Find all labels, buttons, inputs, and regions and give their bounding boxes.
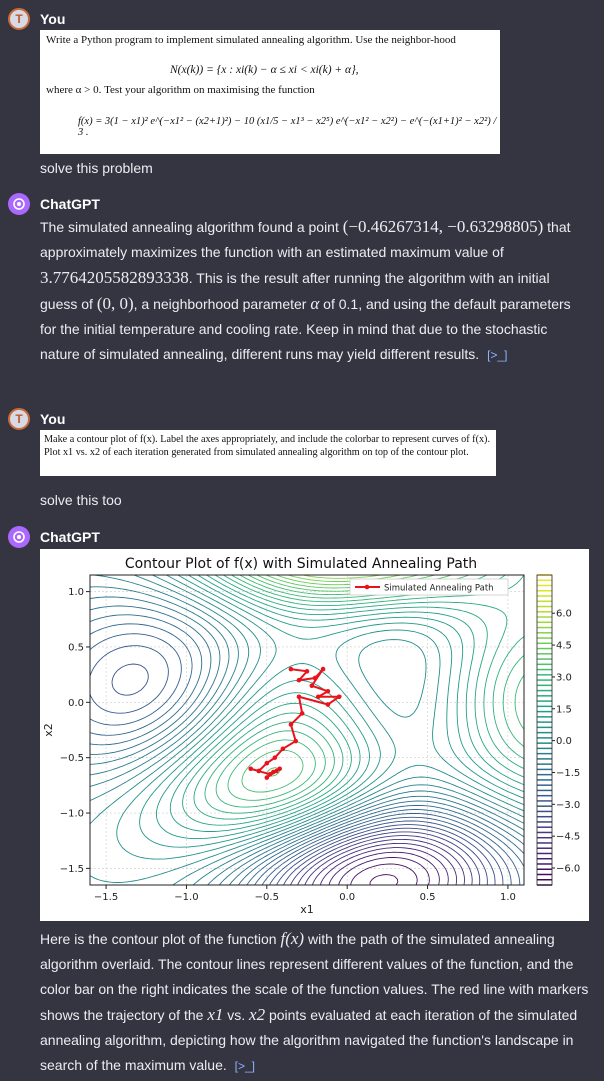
colorbar-tick-label: −3.0: [556, 800, 580, 811]
sa-path-point: [264, 760, 270, 766]
y-tick-label: −1.0: [60, 809, 84, 820]
sa-path-point: [315, 694, 321, 700]
desc-x1: x1: [207, 1005, 224, 1024]
answer-point: (−0.46267314, −0.63298805): [342, 217, 544, 236]
y-tick-label: −1.5: [60, 864, 84, 875]
user-header-1: T You: [8, 8, 65, 30]
sa-path-point: [325, 702, 331, 707]
legend-box: [349, 578, 509, 596]
y-tick-label: 0.0: [68, 698, 84, 709]
x-tick-label: 0.0: [339, 892, 355, 903]
x-axis-label: x1: [300, 903, 314, 916]
user-avatar: T: [8, 8, 30, 30]
answer-alpha: α: [310, 294, 320, 313]
problem-image: Write a Python program to implement simu…: [40, 30, 500, 154]
desc-fx: f(x): [280, 929, 305, 948]
colorbar-tick-label: 1.5: [556, 704, 572, 715]
answer-text: , a neighborhood parameter: [133, 296, 311, 312]
problem-text: Write a Python program to implement simu…: [46, 34, 456, 46]
sa-path-point: [299, 711, 305, 716]
sa-path-point: [272, 755, 278, 760]
plot-frame: [89, 574, 525, 886]
function-formula: f(x) = 3(1 − x1)² e^(−x1² − (x2+1)²) − 1…: [78, 116, 497, 138]
contour-chart: Contour Plot of f(x) with Simulated Anne…: [40, 549, 589, 921]
assistant-description: Here is the contour plot of the function…: [40, 926, 590, 1079]
desc-x2: x2: [249, 1005, 266, 1024]
answer-guess: (0, 0): [96, 294, 134, 313]
colorbar-tick-label: 6.0: [556, 609, 572, 620]
sa-path-point: [256, 768, 262, 774]
sa-path-point: [267, 771, 273, 777]
y-tick-label: 0.5: [68, 642, 84, 653]
answer-text: that approximately maximizes the functio…: [40, 219, 571, 260]
user-header-2: T You: [8, 408, 65, 430]
legend-label: Simulated Annealing Path: [384, 584, 494, 594]
x-tick-label: 0.5: [420, 892, 436, 903]
user-caption: solve this problem: [40, 160, 153, 176]
colorbar-tick-label: 0.0: [556, 736, 572, 747]
answer-text: of 0.1, and using the default parameters…: [40, 296, 571, 362]
colorbar-tick-label: 3.0: [556, 672, 572, 683]
x-tick-label: −1.5: [94, 892, 118, 903]
sender-name: ChatGPT: [40, 196, 100, 212]
sender-name: You: [40, 411, 66, 427]
x-tick-label: −1.0: [174, 892, 198, 903]
colorbar-frame: [536, 574, 553, 886]
x-tick-label: −0.5: [255, 892, 279, 903]
alpha-note: where α > 0. Test your algorithm on maxi…: [46, 84, 315, 96]
sender-name: ChatGPT: [40, 529, 100, 545]
desc-text: points evaluated at each iteration of th…: [40, 1007, 578, 1073]
chart-title: Contour Plot of f(x) with Simulated Anne…: [125, 556, 477, 572]
answer-max-value: 3.7764205582893338: [40, 268, 189, 287]
neighborhood-formula: N(x(k)) = {x : xi(k) − α ≤ xi < xi(k) + …: [170, 64, 359, 76]
x-tick-label: 1.0: [500, 892, 516, 903]
sa-path-point: [304, 669, 310, 674]
y-tick-label: 1.0: [68, 587, 84, 598]
sender-name: You: [40, 11, 66, 27]
desc-text: with the path of the simulated annealing…: [40, 931, 589, 1023]
colorbar-tick-label: 4.5: [556, 641, 572, 652]
answer-text: The simulated annealing algorithm found …: [40, 219, 343, 235]
colorbar-tick-label: −4.5: [556, 832, 580, 843]
chatgpt-logo-icon: [8, 526, 30, 548]
code-interpreter-link-icon[interactable]: [>_]: [234, 1059, 255, 1073]
sa-path-point: [270, 769, 276, 775]
sa-path-point: [312, 675, 318, 681]
sa-path-point: [264, 775, 270, 780]
sa-path-point: [336, 694, 342, 700]
y-tick-label: −0.5: [60, 753, 84, 764]
sa-path-point: [248, 766, 254, 772]
sa-path-point: [280, 746, 286, 752]
sa-path-point: [309, 683, 315, 689]
y-axis-label: x2: [42, 723, 55, 737]
sa-path-point: [293, 738, 299, 744]
sa-path-point: [288, 722, 294, 727]
assistant-answer: The simulated annealing algorithm found …: [40, 214, 590, 368]
desc-text: Here is the contour plot of the function: [40, 931, 281, 947]
sa-path-point: [325, 688, 331, 694]
colorbar-tick-label: −6.0: [556, 864, 580, 875]
user-avatar: T: [8, 408, 30, 430]
task-text: Make a contour plot of f(x). Label the a…: [44, 434, 490, 458]
task-image: Make a contour plot of f(x). Label the a…: [40, 430, 496, 476]
sa-path-point: [320, 666, 326, 672]
sa-path-point: [277, 766, 282, 772]
answer-text: . This is the result after running the a…: [40, 270, 550, 312]
colorbar-tick-label: −1.5: [556, 768, 580, 779]
assistant-header-1: ChatGPT: [8, 193, 100, 215]
user-caption: solve this too: [40, 492, 122, 508]
desc-text: vs.: [223, 1007, 250, 1023]
sa-path-point: [296, 694, 302, 700]
sa-path-point: [296, 677, 302, 683]
assistant-header-2: ChatGPT: [8, 526, 100, 548]
code-interpreter-link-icon[interactable]: [>_]: [487, 348, 508, 362]
legend-marker: [364, 584, 370, 590]
sa-path-point: [288, 666, 294, 672]
chatgpt-logo-icon: [8, 193, 30, 215]
